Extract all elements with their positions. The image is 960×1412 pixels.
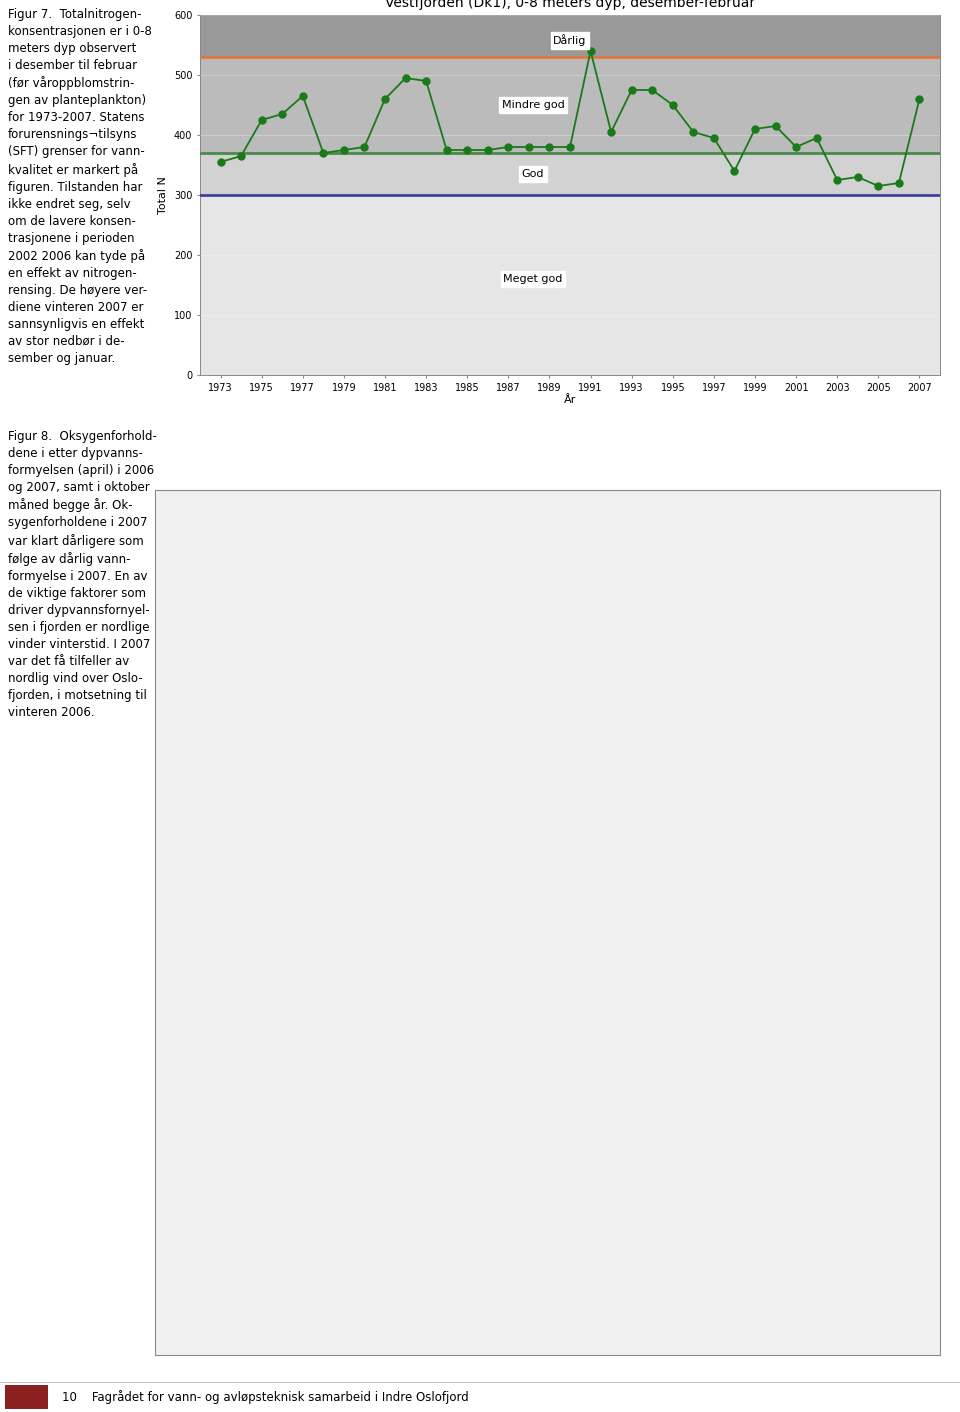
Bar <box>200 16 940 56</box>
Bar <box>200 56 940 152</box>
Text: Dårlig: Dårlig <box>553 34 587 47</box>
Text: God: God <box>521 169 544 179</box>
Y-axis label: Total N: Total N <box>158 176 168 215</box>
FancyBboxPatch shape <box>5 1385 48 1409</box>
X-axis label: År: År <box>564 395 576 405</box>
Bar <box>200 195 940 376</box>
Text: Figur 7.  Totalnitrogen-
konsentrasjonen er i 0-8
meters dyp observert
i desembe: Figur 7. Totalnitrogen- konsentrasjonen … <box>8 8 152 366</box>
Text: 10    Fagrådet for vann- og avløpsteknisk samarbeid i Indre Oslofjord: 10 Fagrådet for vann- og avløpsteknisk s… <box>62 1389 469 1404</box>
Title: Vestfjorden (Dk1), 0-8 meters dyp, desember-februar: Vestfjorden (Dk1), 0-8 meters dyp, desem… <box>385 0 756 10</box>
Bar <box>200 152 940 195</box>
Text: Meget god: Meget god <box>503 274 563 284</box>
Text: Mindre god: Mindre god <box>502 100 564 110</box>
Text: Figur 8.  Oksygenforhold-
dene i etter dypvanns-
formyelsen (april) i 2006
og 20: Figur 8. Oksygenforhold- dene i etter dy… <box>8 431 156 719</box>
